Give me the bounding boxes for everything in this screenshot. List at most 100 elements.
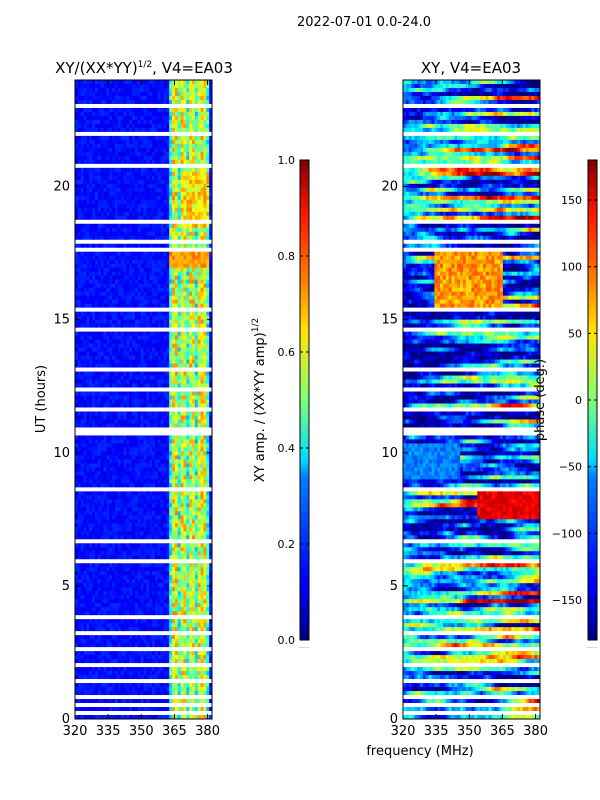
phase-heatmap-row: [403, 507, 541, 512]
phase-heatmap-row: [403, 659, 541, 664]
phase-heatmap-row: [403, 679, 540, 684]
phase-heatmap-row: [403, 175, 541, 181]
amp-heatmap-row: [75, 335, 213, 340]
amp-colorbar-ticks: 0.0 0.2 0.4 0.6 0.8 1.0: [278, 154, 309, 647]
phase-heatmap-row: [403, 711, 540, 716]
amp-heatmap-row: [75, 323, 213, 329]
phase-heatmap-row: [403, 299, 541, 305]
phase-heatmap-row: [403, 211, 541, 217]
amp-heatmap-row: [75, 383, 213, 388]
amp-heatmap-row: [75, 271, 213, 277]
phase-heatmap-row: [403, 287, 541, 293]
amp-heatmap-row: [75, 183, 213, 189]
amp-heatmap-row: [75, 367, 212, 372]
phase-heatmap-row: [403, 243, 541, 249]
amp-heatmap-row: [75, 395, 213, 400]
amp-heatmap-row: [75, 131, 212, 137]
amp-heatmap-row: [75, 483, 213, 488]
amp-colorbar-tick-label: 0.6: [278, 346, 296, 359]
phase-heatmap-row: [403, 139, 541, 145]
amp-plot-frame: [74, 79, 213, 720]
phase-heatmap-row: [403, 159, 541, 165]
amp-heatmap-row: [75, 415, 213, 420]
phase-heatmap-row: [403, 231, 541, 237]
amp-heatmap-row: [75, 399, 213, 404]
phase-heatmap-row: [403, 307, 540, 313]
amp-heatmap-row: [75, 475, 213, 480]
amp-heatmap-row: [75, 635, 213, 640]
phase-heatmap-row: [403, 239, 540, 245]
amp-heatmap-row: [75, 83, 213, 89]
phase-y-tick-label: 15: [381, 313, 398, 328]
amp-heatmap-row: [75, 591, 213, 596]
phase-heatmap-row: [403, 351, 541, 356]
amp-heatmap-row: [75, 587, 213, 592]
amp-heatmap-row: [75, 151, 213, 157]
phase-heatmap-row: [403, 651, 541, 656]
phase-heatmap-row: [403, 215, 541, 221]
phase-heatmap-row: [403, 655, 541, 660]
amp-colorbar-tick-label: 0.0: [278, 634, 296, 647]
phase-heatmap-row: [403, 223, 541, 229]
amp-heatmap-row: [75, 327, 212, 333]
phase-heatmap-row: [403, 691, 541, 696]
phase-heatmap-row: [403, 331, 541, 336]
phase-heatmap-row: [403, 527, 541, 532]
amp-heatmap-row: [75, 563, 213, 568]
phase-heatmap-row: [403, 707, 541, 712]
amp-heatmap-row: [75, 699, 213, 704]
phase-heatmap-row: [403, 703, 540, 708]
amp-axes: 320 335 350 365 380 0 5 10 15 20: [53, 80, 220, 739]
phase-heatmap-row: [403, 171, 541, 177]
phase-heatmap-row: [403, 591, 541, 596]
amp-heatmap-row: [75, 575, 213, 580]
amp-heatmap-row: [75, 459, 213, 464]
phase-colorbar-label: phase (deg.): [533, 359, 548, 441]
amp-heatmap-row: [75, 519, 213, 524]
phase-heatmap-row: [403, 179, 541, 185]
amp-heatmap-row: [75, 115, 213, 121]
amp-heatmap-row: [75, 687, 213, 692]
amp-heatmap-row: [75, 631, 212, 636]
amp-heatmap-row: [75, 247, 212, 253]
amp-heatmap-row: [75, 187, 213, 193]
phase-heatmap-row: [403, 107, 541, 113]
amp-heatmap-row: [75, 107, 213, 113]
phase-heatmap-row: [403, 467, 541, 472]
amp-heatmap-row: [75, 347, 213, 352]
amp-heatmap-row: [75, 447, 213, 452]
amp-heatmap-row: [75, 371, 213, 376]
phase-heatmap-row: [403, 511, 541, 516]
phase-colorbar-tick-label: −150: [552, 594, 582, 607]
phase-heatmap-row: [403, 599, 541, 604]
amp-x-tick-label: 380: [195, 724, 220, 739]
phase-y-tick-label: 5: [390, 579, 398, 594]
phase-heatmap-row: [403, 327, 540, 333]
phase-y-tick-label: 0: [390, 712, 398, 727]
amp-heatmap-row: [75, 351, 213, 356]
amp-heatmap-row: [75, 599, 213, 604]
amp-heatmap-row: [75, 531, 213, 536]
phase-heatmap-row: [403, 419, 541, 424]
amp-heatmap-row: [75, 479, 213, 484]
phase-heatmap-row: [403, 631, 540, 636]
amp-heatmap-row: [75, 355, 213, 360]
phase-heatmap-row: [403, 275, 541, 281]
phase-heatmap-row: [403, 115, 541, 121]
amp-heatmap-row: [75, 523, 213, 528]
amp-heatmap-row: [75, 379, 213, 384]
amp-heatmap-row: [75, 431, 212, 436]
phase-heatmap-row: [403, 199, 541, 205]
phase-heatmap-row: [403, 111, 541, 117]
phase-heatmap-row: [403, 451, 541, 456]
amp-heatmap-row: [75, 311, 213, 317]
amp-heatmap-row: [75, 463, 213, 468]
amp-heatmap-row: [75, 159, 213, 165]
amp-heatmap-row: [75, 179, 213, 185]
amp-heatmap-row: [75, 267, 213, 273]
amp-heatmap-row: [75, 319, 213, 325]
phase-heatmap-row: [403, 675, 541, 680]
phase-heatmap-row: [403, 267, 541, 273]
phase-y-tick-label: 20: [381, 180, 398, 195]
amp-heatmap-row: [75, 163, 212, 169]
